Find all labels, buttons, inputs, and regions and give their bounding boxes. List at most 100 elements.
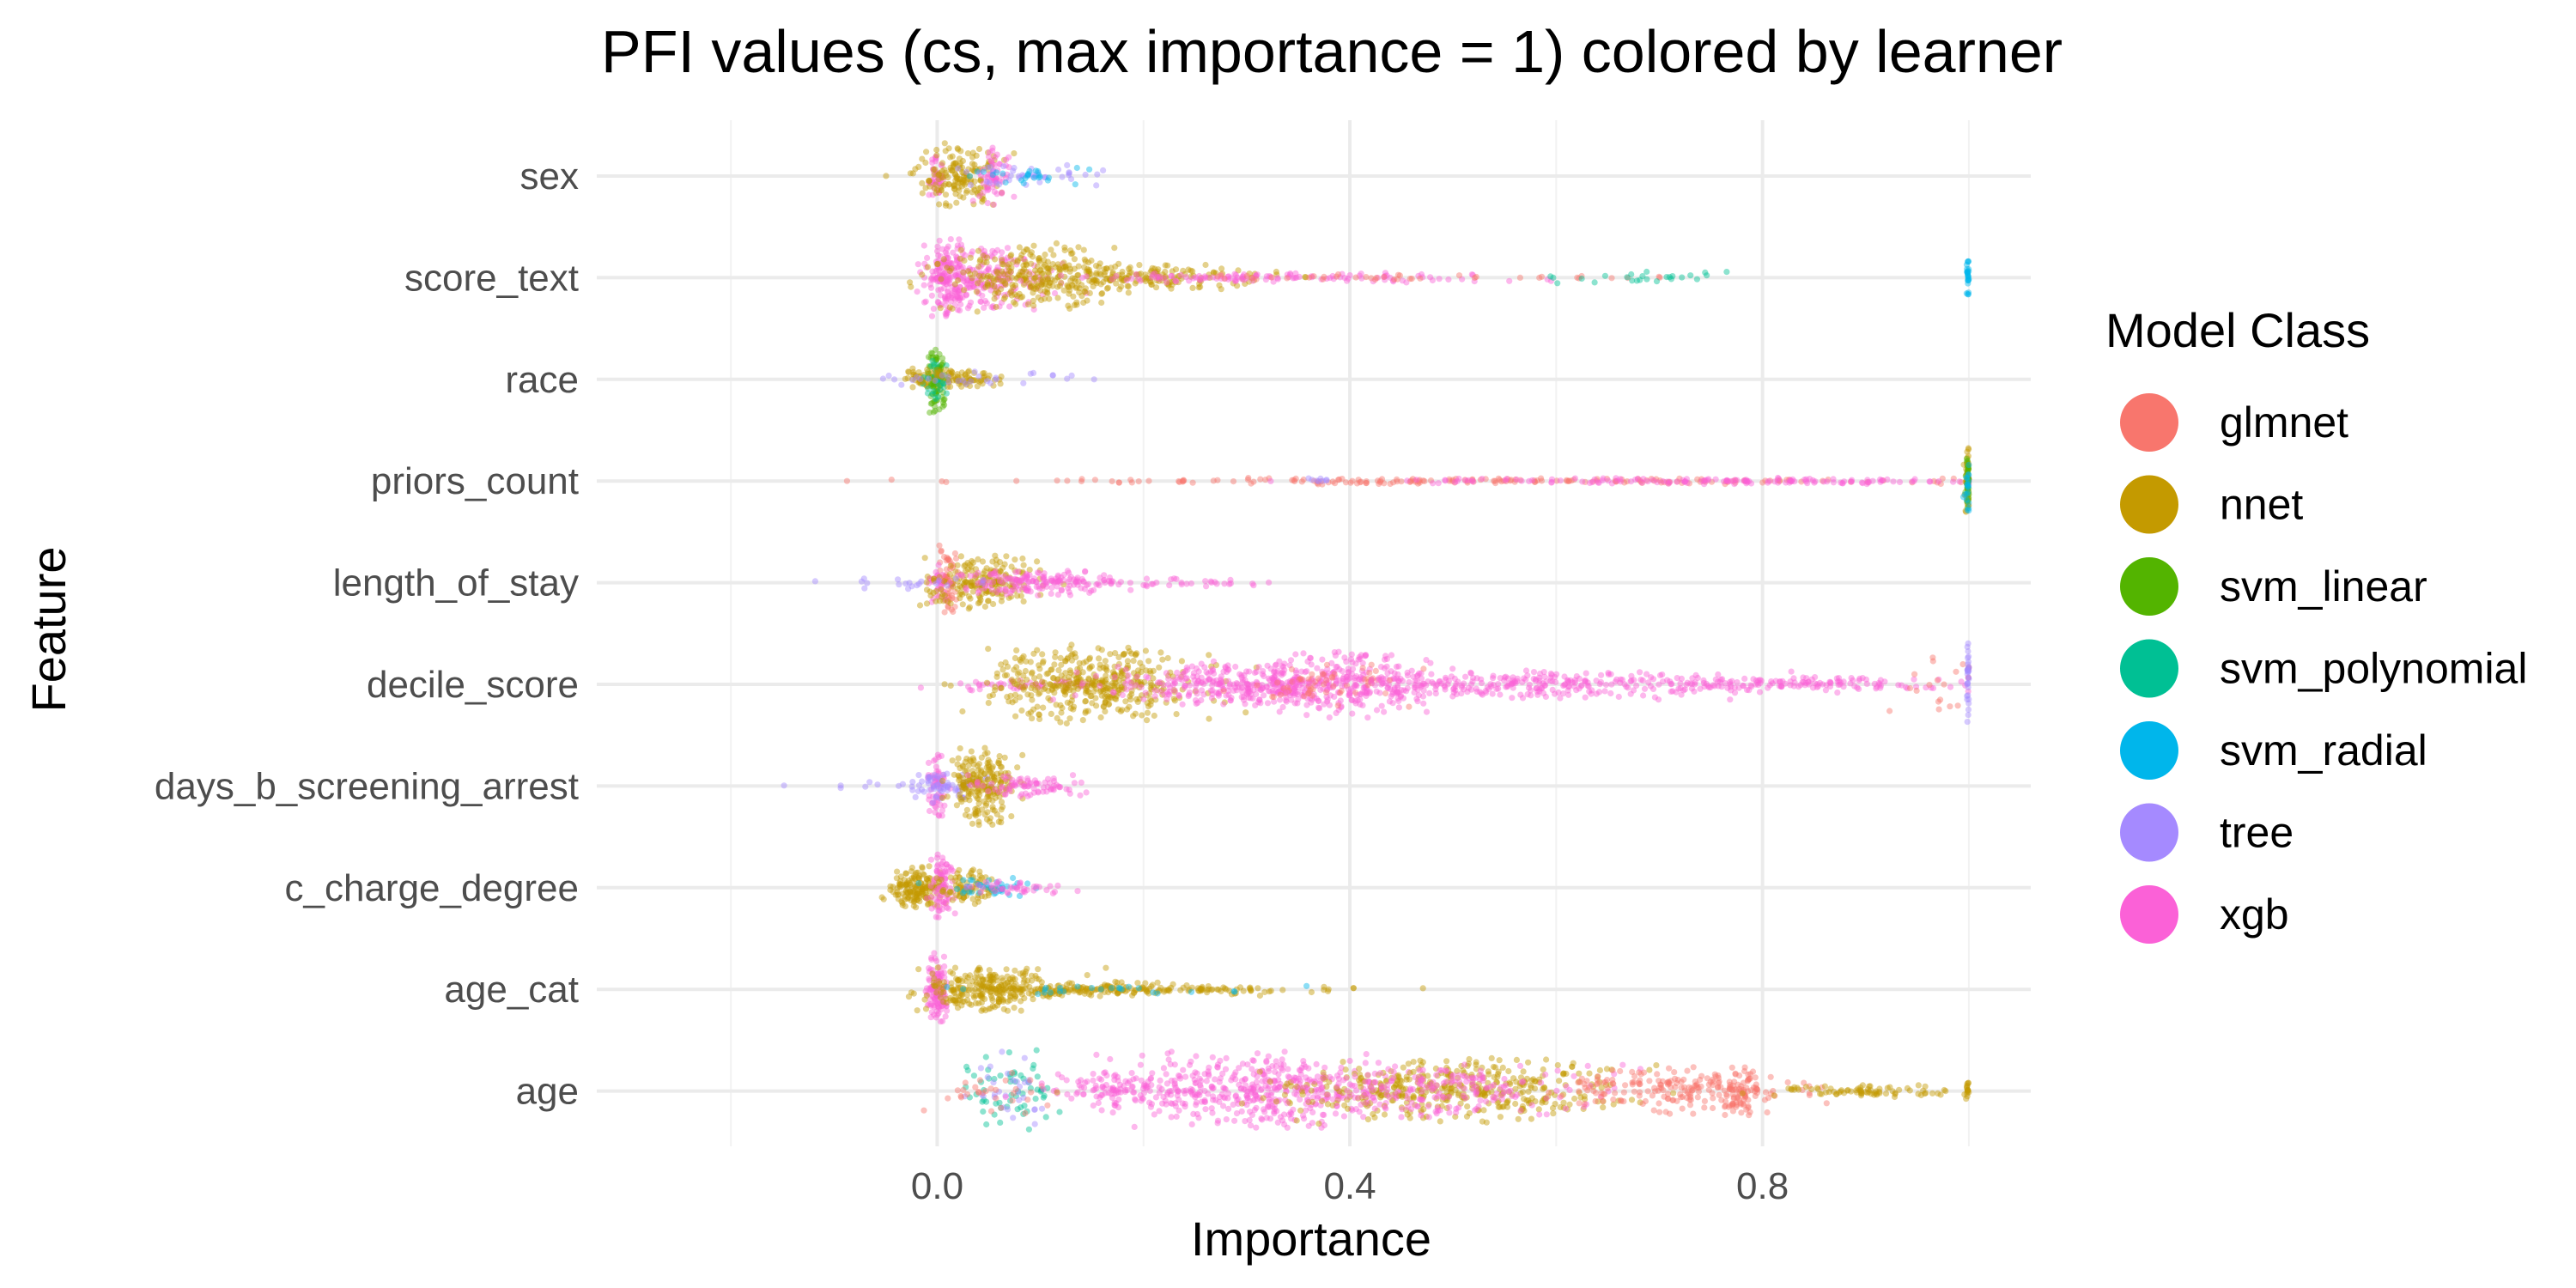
data-point xyxy=(1382,690,1389,697)
data-point xyxy=(843,477,851,484)
data-point xyxy=(1906,684,1914,692)
data-point xyxy=(973,289,980,295)
data-point xyxy=(1018,255,1024,262)
data-point xyxy=(989,691,996,699)
data-point xyxy=(1674,478,1680,485)
data-point xyxy=(781,782,787,789)
data-point xyxy=(1330,683,1337,690)
data-point xyxy=(1024,886,1030,894)
data-point xyxy=(938,187,945,194)
data-point xyxy=(940,256,947,263)
data-point xyxy=(954,885,961,892)
data-point xyxy=(1292,270,1299,276)
data-point xyxy=(1018,791,1025,798)
data-point xyxy=(1119,271,1126,278)
data-point xyxy=(952,160,959,167)
data-point xyxy=(1206,715,1212,722)
data-point xyxy=(935,172,942,179)
data-point xyxy=(1242,709,1249,716)
data-point xyxy=(951,267,958,274)
data-point xyxy=(934,898,941,905)
data-point xyxy=(1701,683,1708,690)
data-point xyxy=(1436,276,1443,283)
data-point xyxy=(1395,704,1402,711)
data-point xyxy=(1731,481,1738,488)
data-point xyxy=(928,275,935,282)
data-point xyxy=(926,375,933,382)
data-point xyxy=(1028,670,1035,677)
data-point xyxy=(991,157,998,164)
data-point xyxy=(1502,477,1509,484)
data-point xyxy=(990,153,997,160)
data-point xyxy=(1406,703,1413,710)
data-point xyxy=(1926,682,1933,689)
data-point xyxy=(954,307,961,313)
data-point xyxy=(961,181,969,188)
data-point xyxy=(1516,274,1523,281)
data-point xyxy=(951,185,958,192)
data-point xyxy=(1082,568,1089,574)
data-point xyxy=(1002,294,1009,301)
data-point xyxy=(1372,667,1379,675)
data-point xyxy=(993,169,1000,176)
data-point xyxy=(1718,683,1725,690)
data-point xyxy=(951,182,957,189)
data-point xyxy=(1125,265,1133,272)
data-point xyxy=(1000,573,1007,580)
data-point xyxy=(1078,476,1085,483)
data-point xyxy=(866,779,873,786)
data-point xyxy=(1953,668,1959,675)
data-point xyxy=(1601,688,1608,695)
data-point xyxy=(1473,273,1479,281)
data-point xyxy=(946,259,953,266)
data-point xyxy=(952,171,959,178)
data-point xyxy=(945,267,952,274)
data-point xyxy=(1018,578,1024,585)
data-point xyxy=(977,270,984,276)
data-point xyxy=(953,174,960,181)
data-point xyxy=(945,289,951,295)
data-point xyxy=(956,262,963,270)
data-point xyxy=(975,185,982,192)
data-point xyxy=(946,304,953,311)
data-point xyxy=(955,184,962,191)
data-point xyxy=(945,174,951,181)
data-point xyxy=(938,179,945,185)
data-point xyxy=(940,182,947,189)
data-point xyxy=(1075,244,1082,251)
data-point xyxy=(981,304,987,311)
data-point xyxy=(959,377,966,384)
data-point xyxy=(945,264,952,271)
data-point xyxy=(970,167,977,174)
data-point xyxy=(969,820,976,827)
data-point xyxy=(945,181,952,188)
data-point xyxy=(945,260,952,267)
data-point xyxy=(935,266,942,274)
data-point xyxy=(935,914,942,920)
data-point xyxy=(954,245,961,252)
data-point xyxy=(1092,672,1100,680)
data-point xyxy=(1025,710,1032,717)
data-point xyxy=(943,302,950,309)
data-point xyxy=(1540,680,1546,687)
data-point xyxy=(1097,714,1104,721)
data-point xyxy=(994,167,1001,174)
data-point xyxy=(990,174,997,181)
data-point xyxy=(1959,494,1967,501)
data-point xyxy=(952,575,959,582)
data-point xyxy=(971,368,978,375)
data-point xyxy=(939,906,946,913)
data-point xyxy=(951,910,958,917)
data-point xyxy=(1381,480,1388,487)
data-point xyxy=(837,785,844,792)
data-point xyxy=(1024,793,1031,799)
data-point xyxy=(952,272,959,279)
data-point xyxy=(1528,477,1535,484)
data-point xyxy=(1034,558,1041,565)
data-point xyxy=(1322,689,1330,696)
data-point xyxy=(970,201,977,208)
data-point xyxy=(1571,679,1578,686)
data-point xyxy=(1964,671,1971,677)
data-point xyxy=(960,877,967,884)
data-point xyxy=(1102,658,1109,665)
